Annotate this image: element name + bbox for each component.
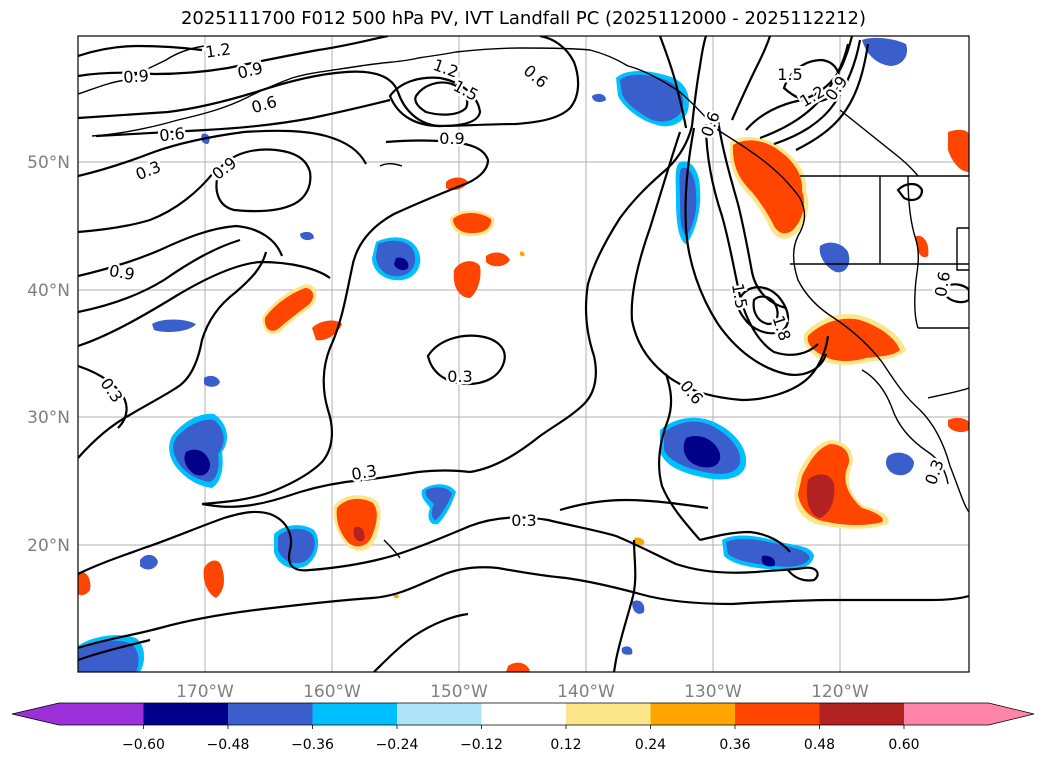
colorbar-segment [819, 703, 904, 725]
lat-label: 50°N [27, 153, 70, 173]
lon-label: 160°W [303, 682, 361, 702]
blob-neg-south-east [722, 535, 814, 571]
blob-pos-nw-coast [729, 136, 809, 239]
colorbar-segment [566, 703, 651, 725]
colorbar-segment [228, 703, 313, 725]
colorbar-tick-label: −0.48 [207, 737, 250, 753]
lat-label: 20°N [27, 536, 70, 556]
map-title: 2025111700 F012 500 hPa PV, IVT Landfall… [180, 8, 867, 29]
colorbar-tick-label: 0.36 [719, 737, 750, 753]
colorbar-tick-label: −0.24 [376, 737, 419, 753]
colorbar-tick-label: 0.60 [888, 737, 919, 753]
blob-pos-central [78, 129, 969, 672]
colorbar-segment [59, 703, 144, 725]
blob-neg-west-1 [169, 413, 228, 488]
map-frame [77, 35, 970, 673]
contour-label: 1.5 [777, 65, 802, 84]
colorbar-tick-label: 0.48 [804, 737, 835, 753]
blob-neg-small [140, 37, 914, 655]
colorbar-extend-high [988, 703, 1034, 725]
colorbar-outline [11, 702, 1035, 726]
blob-pos-hawaii [333, 495, 381, 551]
colorbar-segment [650, 703, 735, 725]
longitude-labels: 170°W 160°W 150°W 140°W 130°W 120°W [176, 682, 869, 702]
colorbar-segment [312, 703, 397, 725]
contour-label: 0.6 [158, 124, 185, 146]
colorbar-segment [904, 703, 989, 725]
contour-label: 0.9 [439, 129, 464, 148]
colorbar-extend-low [12, 703, 59, 725]
lon-label: 150°W [430, 682, 488, 702]
blob-neg-mid-south [660, 417, 747, 480]
lon-label: 120°W [811, 682, 869, 702]
colorbar-segment [397, 703, 482, 725]
lon-label: 140°W [557, 682, 615, 702]
colorbar-segment [481, 703, 566, 725]
colorbar-segment [735, 703, 820, 725]
blob-neg-gulf-alaska [616, 71, 690, 127]
latitude-labels: 50°N 40°N 30°N 20°N [27, 153, 70, 556]
map-axes: 1.2 0.9 0.9 0.6 0.6 0.3 0.9 1.2 1.5 0.6 … [77, 35, 970, 673]
blob-neg-hawaii-east [274, 525, 319, 569]
blob-neg-bc-coast [675, 161, 701, 244]
blob-pos-baja [794, 440, 889, 529]
colorbar-tick-label: −0.36 [291, 737, 334, 753]
colorbar-tick-label: 0.12 [550, 737, 581, 753]
lon-label: 130°W [684, 682, 742, 702]
blob-neg-southwest-corner [78, 635, 145, 672]
pv-contours [78, 36, 969, 672]
lat-label: 40°N [27, 281, 70, 301]
colorbar-tick-label: −0.12 [460, 737, 503, 753]
colorbar-tick-label: −0.60 [122, 737, 165, 753]
contour-label: 0.9 [123, 66, 150, 87]
contour-label: 1.2 [204, 39, 232, 61]
coastlines [78, 45, 969, 559]
blob-neg-central [372, 237, 421, 281]
lat-label: 30°N [27, 408, 70, 428]
colorbar-segment [143, 703, 228, 725]
lon-label: 170°W [176, 682, 234, 702]
contour-label: 0.3 [447, 367, 472, 386]
blob-pos-california [803, 314, 906, 365]
colorbar-tick-label: 0.24 [635, 737, 666, 753]
contour-label: 0.3 [511, 511, 536, 530]
colorbar: −0.60 −0.48 −0.36 −0.24 −0.12 0.12 0.24 … [11, 702, 1035, 753]
ivt-positive-blobs [78, 129, 969, 672]
